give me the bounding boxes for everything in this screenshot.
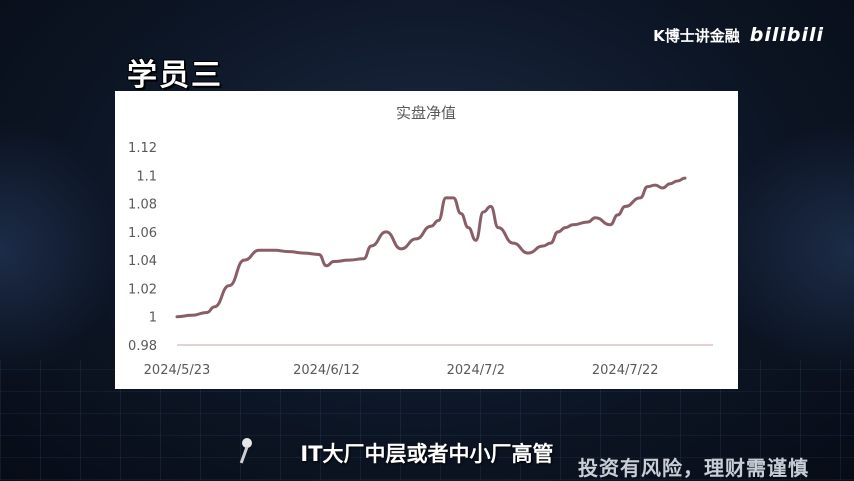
- slide-title: 学员三: [127, 58, 223, 93]
- data-point: [475, 239, 477, 242]
- data-point: [318, 253, 320, 256]
- data-point: [362, 257, 365, 260]
- data-point: [288, 250, 290, 253]
- data-point: [616, 214, 619, 216]
- data-point: [661, 187, 664, 189]
- y-tick-label: 1.08: [128, 198, 157, 213]
- data-point: [572, 223, 574, 226]
- data-point: [482, 211, 485, 213]
- data-point: [557, 231, 559, 233]
- chart-card: 实盘净值 1.12 1.1 1.08 1.06 1.04 1.02 1 0.98 2024/5/2…: [115, 91, 738, 389]
- data-point: [228, 284, 231, 287]
- data-point: [527, 252, 529, 254]
- data-point: [512, 242, 514, 244]
- data-point: [460, 212, 462, 215]
- x-tick-label: 2024/7/22: [592, 363, 659, 378]
- data-point: [325, 265, 328, 267]
- data-point: [348, 259, 350, 261]
- data-point: [445, 197, 447, 199]
- brand-name: K博士讲金融: [653, 26, 740, 45]
- data-point: [684, 177, 686, 179]
- data-point: [646, 185, 649, 188]
- background-glow-left: [0, 120, 120, 380]
- data-point: [191, 314, 193, 317]
- data-point: [549, 242, 552, 244]
- data-point: [489, 205, 492, 208]
- y-tick-label: 1.04: [128, 254, 157, 269]
- y-tick-label: 1.06: [128, 226, 157, 241]
- data-point: [303, 252, 305, 254]
- y-tick-label: 0.98: [128, 339, 157, 354]
- data-point: [430, 225, 432, 227]
- data-point: [669, 182, 671, 185]
- data-point: [370, 245, 373, 247]
- data-point: [609, 223, 612, 226]
- data-point: [497, 226, 500, 229]
- data-point: [564, 226, 567, 229]
- data-point: [415, 238, 417, 240]
- data-point: [452, 197, 455, 199]
- data-point: [639, 197, 641, 199]
- data-point: [176, 315, 178, 318]
- y-tick-label: 1: [149, 311, 157, 326]
- x-tick-label: 2024/5/23: [144, 363, 211, 378]
- data-point: [654, 184, 656, 186]
- data-point: [333, 260, 335, 263]
- data-point: [676, 180, 679, 182]
- series-line: [175, 176, 687, 319]
- data-point: [206, 311, 208, 314]
- y-tick-label: 1.12: [128, 141, 157, 156]
- net-value-chart: 实盘净值 1.12 1.1 1.08 1.06 1.04 1.02 1 0.98 2024/5/2…: [128, 104, 713, 378]
- data-point: [400, 248, 402, 250]
- data-point: [624, 205, 627, 208]
- microphone-icon: [239, 438, 252, 464]
- data-point: [587, 221, 589, 223]
- data-point: [594, 216, 597, 219]
- data-point: [258, 249, 260, 252]
- x-tick-label: 2024/6/12: [293, 363, 360, 378]
- data-point: [467, 226, 470, 229]
- risk-disclaimer: 投资有风险，理财需谨慎: [578, 456, 809, 480]
- bilibili-logo: bilibili: [749, 24, 824, 46]
- data-point: [385, 231, 387, 233]
- y-tick-label: 1.02: [128, 282, 157, 297]
- data-point: [213, 306, 216, 308]
- brand-watermark: K博士讲金融 bilibili: [653, 24, 824, 46]
- subtitle-caption: IT大厂中层或者中小厂高管: [300, 442, 554, 466]
- x-tick-label: 2024/7/2: [447, 363, 505, 378]
- data-point: [273, 249, 275, 252]
- data-point: [542, 245, 544, 247]
- y-tick-label: 1.1: [136, 169, 157, 184]
- chart-title: 实盘净值: [396, 104, 456, 122]
- data-point: [243, 259, 246, 261]
- data-point: [437, 219, 440, 222]
